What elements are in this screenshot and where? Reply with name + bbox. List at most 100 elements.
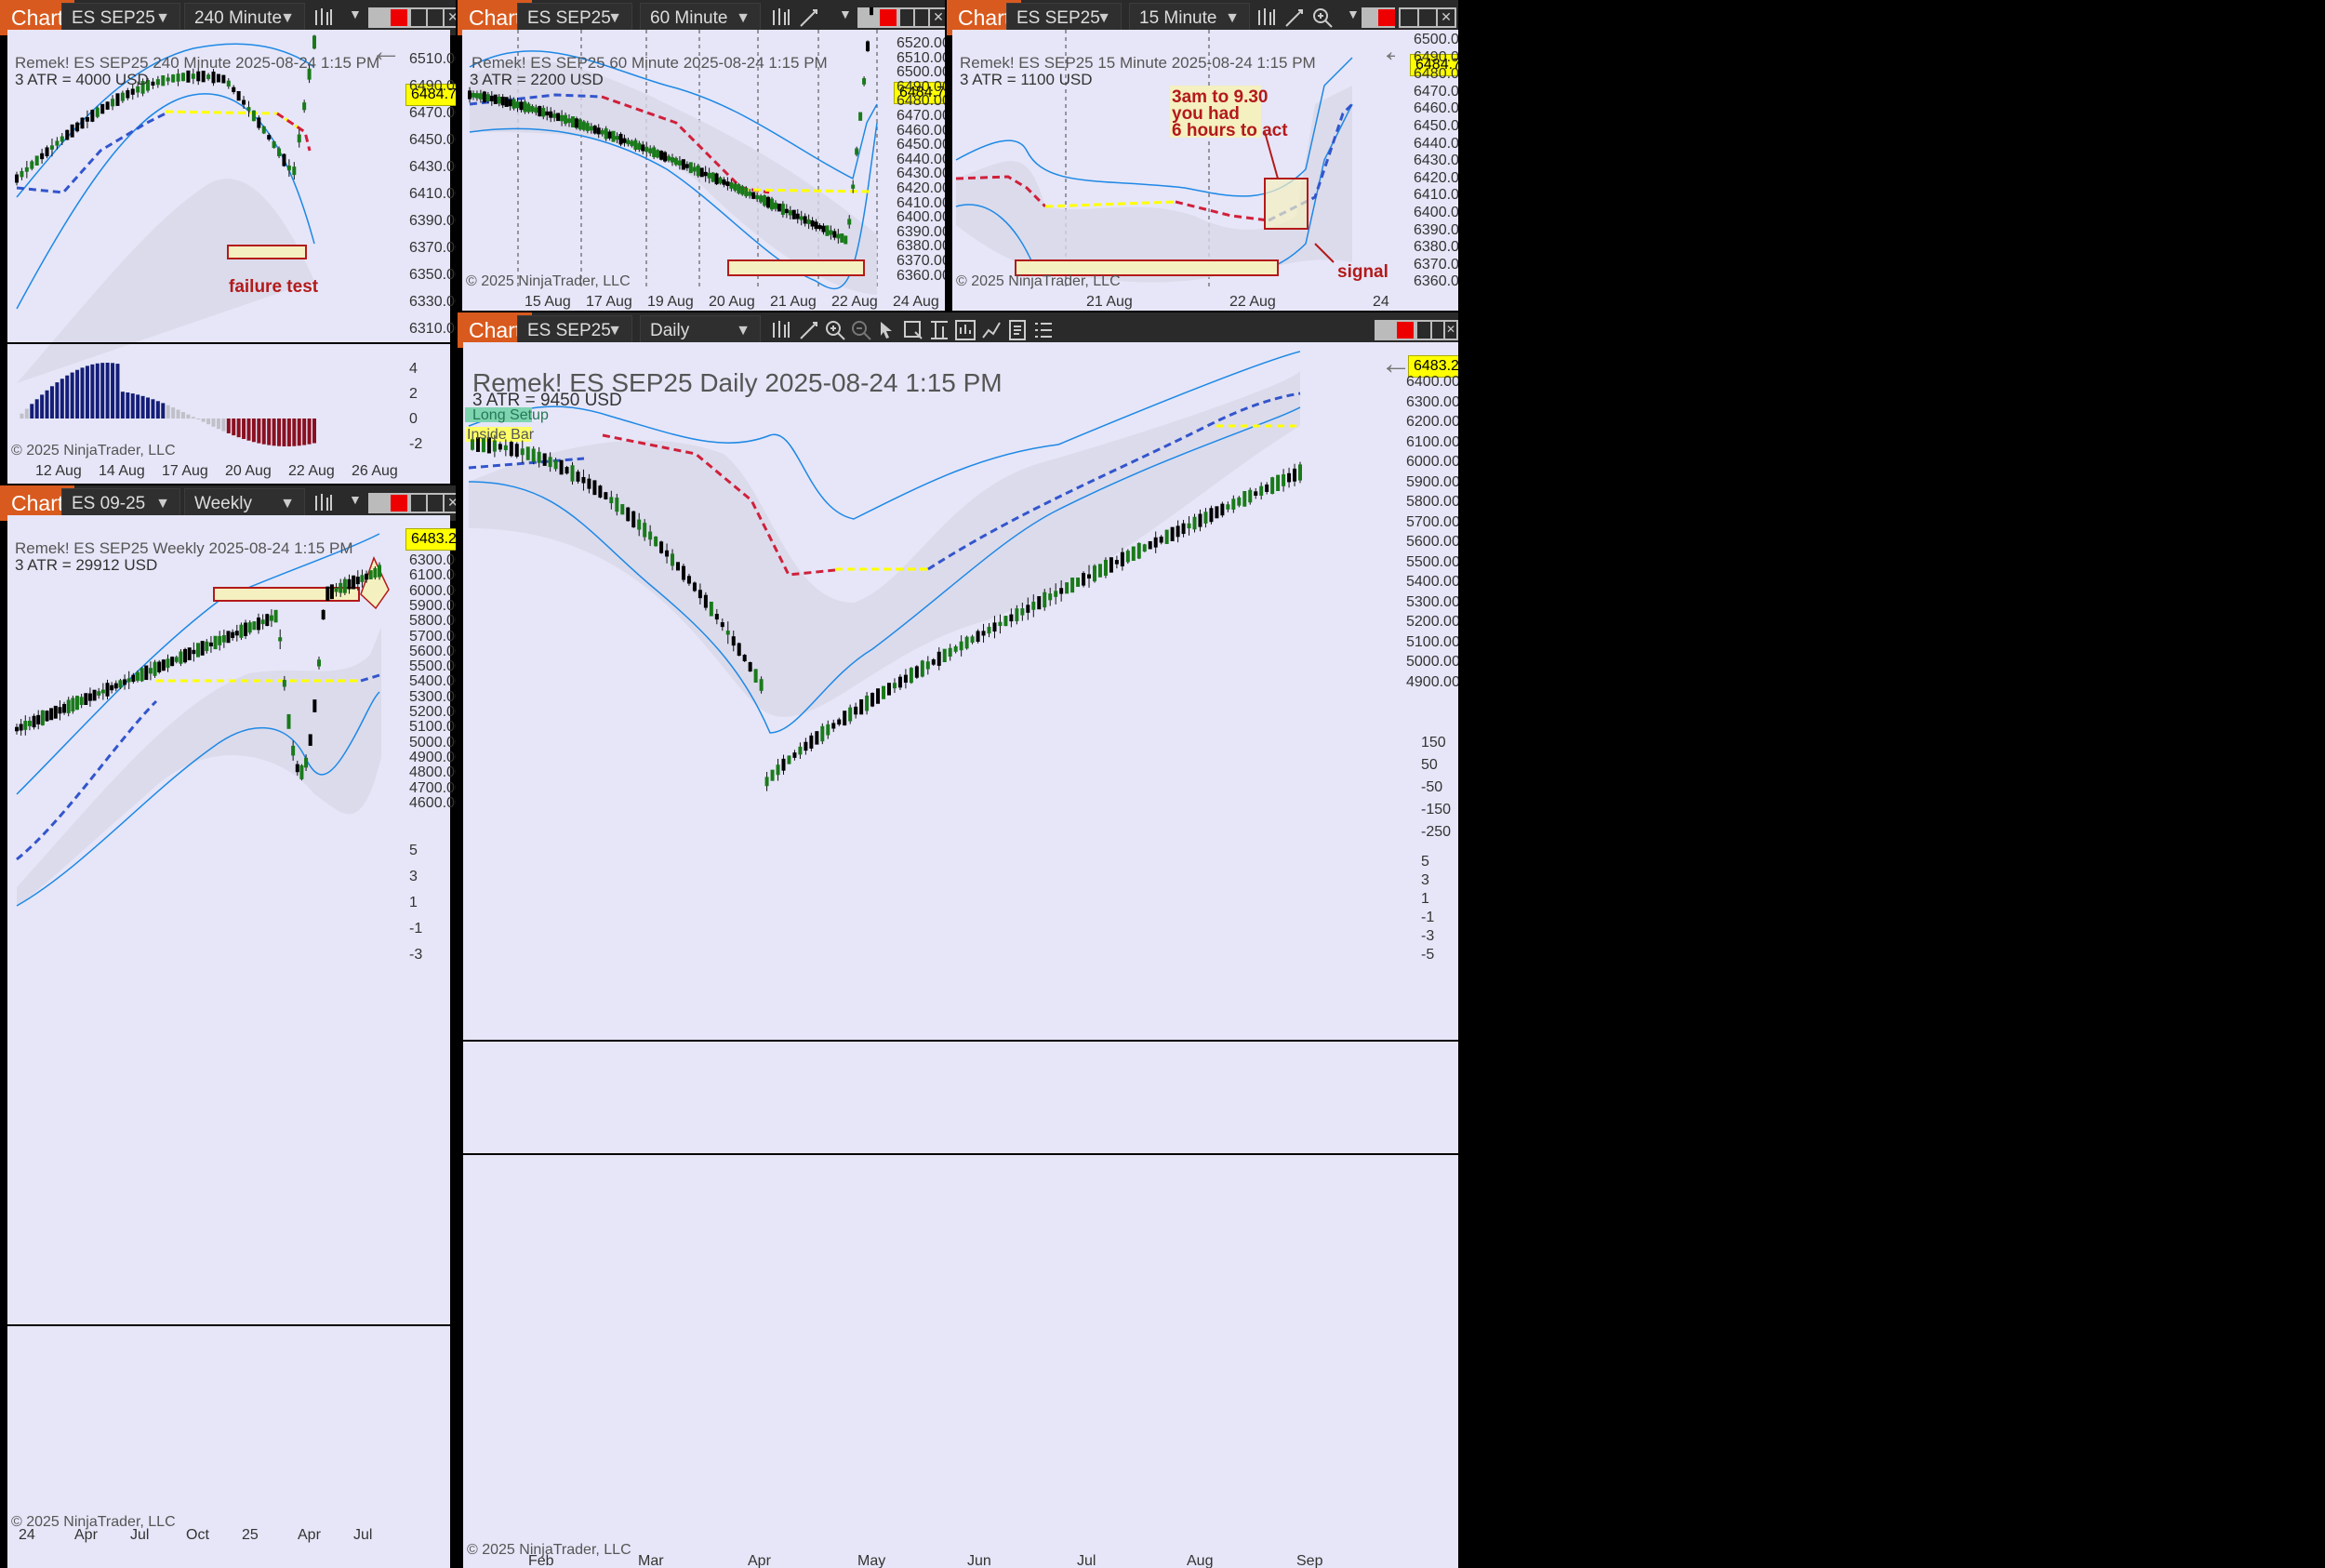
candle-body [146, 80, 151, 91]
candle-body [504, 97, 509, 107]
price-chart-weekly [15, 533, 390, 907]
maximize-button[interactable] [1417, 7, 1438, 28]
candle-body [1226, 504, 1230, 510]
list-icon[interactable] [1032, 319, 1055, 341]
close-button[interactable]: ✕ [443, 7, 456, 28]
drawing-tool-icon[interactable] [798, 7, 820, 29]
candle-body [312, 35, 316, 49]
minimize-button[interactable] [1399, 7, 1419, 28]
data-box-icon[interactable] [902, 319, 924, 341]
candle-body [1031, 601, 1036, 610]
atr-label: 3 ATR = 2200 USD [470, 71, 604, 88]
close-button[interactable]: ✕ [1443, 320, 1458, 340]
atr-label: 3 ATR = 29912 USD [15, 556, 158, 574]
interval-dropdown[interactable]: 15 Minute ▼ [1129, 3, 1250, 33]
y-tick-label: 5000.00 [1406, 654, 1458, 670]
candle-body [257, 617, 260, 631]
plot-area[interactable]: Remek! ES SEP25 60 Minute 2025-08-24 1:1… [462, 7, 945, 311]
candle-body [213, 635, 218, 650]
back-arrow-icon[interactable]: ← [1380, 346, 1412, 381]
candle-body [825, 225, 830, 236]
histogram-bar [267, 419, 272, 445]
candle-body [865, 695, 870, 711]
candle-body [832, 231, 837, 238]
link-button-red[interactable] [389, 7, 409, 28]
bar-type-icon[interactable] [1256, 7, 1278, 29]
bar-type-icon[interactable] [770, 319, 792, 341]
dropdown-arrow-icon[interactable]: ▼ [1347, 7, 1360, 21]
bar-type-icon[interactable] [770, 7, 792, 29]
zoom-in-icon[interactable] [1311, 7, 1334, 29]
instrument-dropdown[interactable]: ES 09-25 ▼ [61, 488, 180, 518]
copyright: © 2025 NinjaTrader, LLC [11, 1514, 176, 1530]
trade-panel-icon[interactable] [928, 319, 950, 341]
zoom-in-icon[interactable] [824, 319, 846, 341]
close-button[interactable]: ✕ [928, 7, 945, 28]
close-button[interactable]: ✕ [443, 493, 456, 513]
back-arrow-icon[interactable]: ← [1380, 33, 1395, 70]
candle-body [1187, 523, 1191, 529]
strategies-icon[interactable] [980, 319, 1003, 341]
candle-body [183, 648, 188, 663]
candle-body [246, 107, 251, 112]
histogram-bar [246, 419, 251, 441]
candle-body [498, 444, 502, 450]
dropdown-arrow-icon[interactable]: ▼ [349, 7, 362, 21]
axis-area[interactable] [1395, 30, 1458, 311]
candle-body [770, 769, 775, 781]
histogram-bar [161, 403, 166, 419]
candle-body [742, 655, 747, 662]
instrument-dropdown[interactable]: ES SEP25 ▼ [517, 3, 632, 33]
interval-dropdown[interactable]: Weekly ▼ [184, 488, 305, 518]
link-button-red[interactable] [1376, 7, 1395, 28]
candle-body [347, 578, 352, 590]
candle-body [221, 74, 226, 84]
window-toolbar: Chart ES SEP25 ▼ 60 Minute ▼ ▼ ✕ [458, 0, 945, 35]
indicators-icon[interactable] [954, 319, 976, 341]
bar-type-icon[interactable] [312, 492, 335, 514]
link-button-red[interactable] [878, 7, 898, 28]
toggle-button[interactable] [368, 493, 389, 513]
interval-dropdown[interactable]: 60 Minute ▼ [640, 3, 761, 33]
back-arrow-icon[interactable]: ← [370, 33, 402, 69]
atr-label: 3 ATR = 9450 USD [472, 391, 622, 410]
plot-area[interactable]: Remek! ES SEP25 Daily 2025-08-24 1:15 PM… [463, 342, 1458, 1568]
plot-area[interactable]: Remek! ES SEP25 15 Minute 2025-08-24 1:1… [952, 30, 1395, 311]
instrument-dropdown[interactable]: ES SEP25 ▼ [1006, 3, 1122, 33]
bar-type-icon[interactable] [312, 7, 335, 29]
dropdown-arrow-icon[interactable]: ▼ [349, 492, 362, 507]
instrument-dropdown[interactable]: ES SEP25 ▼ [61, 3, 180, 33]
y-tick-label: 6390.00 [897, 223, 945, 240]
drawing-tool-icon[interactable] [798, 319, 820, 341]
candle-body [1070, 578, 1075, 593]
candle-body [622, 138, 627, 143]
interval-dropdown[interactable]: 240 Minute ▼ [184, 3, 305, 33]
chart-window-weekly: Chart ES 09-25 ▼ Weekly ▼ ▼ ✕ Remek! ES SE… [0, 485, 456, 1568]
candle-body [20, 170, 24, 178]
x-tick-label: 15 Aug [525, 294, 571, 310]
toggle-button[interactable] [1375, 320, 1395, 340]
link-button-red[interactable] [1395, 320, 1415, 340]
toggle-button[interactable] [857, 7, 878, 28]
y-tick-label: 5400.00 [1406, 574, 1458, 590]
candle-body [155, 79, 160, 86]
zoom-out-icon[interactable] [850, 319, 872, 341]
candle-body [161, 74, 166, 86]
pointer-icon[interactable] [876, 319, 898, 341]
plot-area[interactable]: Remek! ES SEP25 Weekly 2025-08-24 1:15 P… [7, 515, 456, 1568]
drawing-tool-icon[interactable] [1283, 7, 1306, 29]
close-button[interactable]: ✕ [1436, 7, 1456, 28]
chart-tab[interactable]: Chart [458, 312, 533, 348]
instrument-dropdown[interactable]: ES SEP25 ▼ [517, 315, 632, 345]
plot-area[interactable]: Remek! ES SEP25 240 Minute 2025-08-24 1:… [7, 30, 456, 484]
candle-body [611, 130, 616, 142]
properties-icon[interactable] [1006, 319, 1029, 341]
histogram-bar [302, 419, 307, 445]
dropdown-arrow-icon[interactable]: ▼ [839, 7, 852, 21]
candle-body [836, 233, 841, 239]
candle-body [257, 117, 261, 128]
candle-body [1209, 508, 1214, 523]
toggle-button[interactable] [368, 7, 389, 28]
link-button-red[interactable] [389, 493, 409, 513]
interval-dropdown[interactable]: Daily ▼ [640, 315, 761, 345]
